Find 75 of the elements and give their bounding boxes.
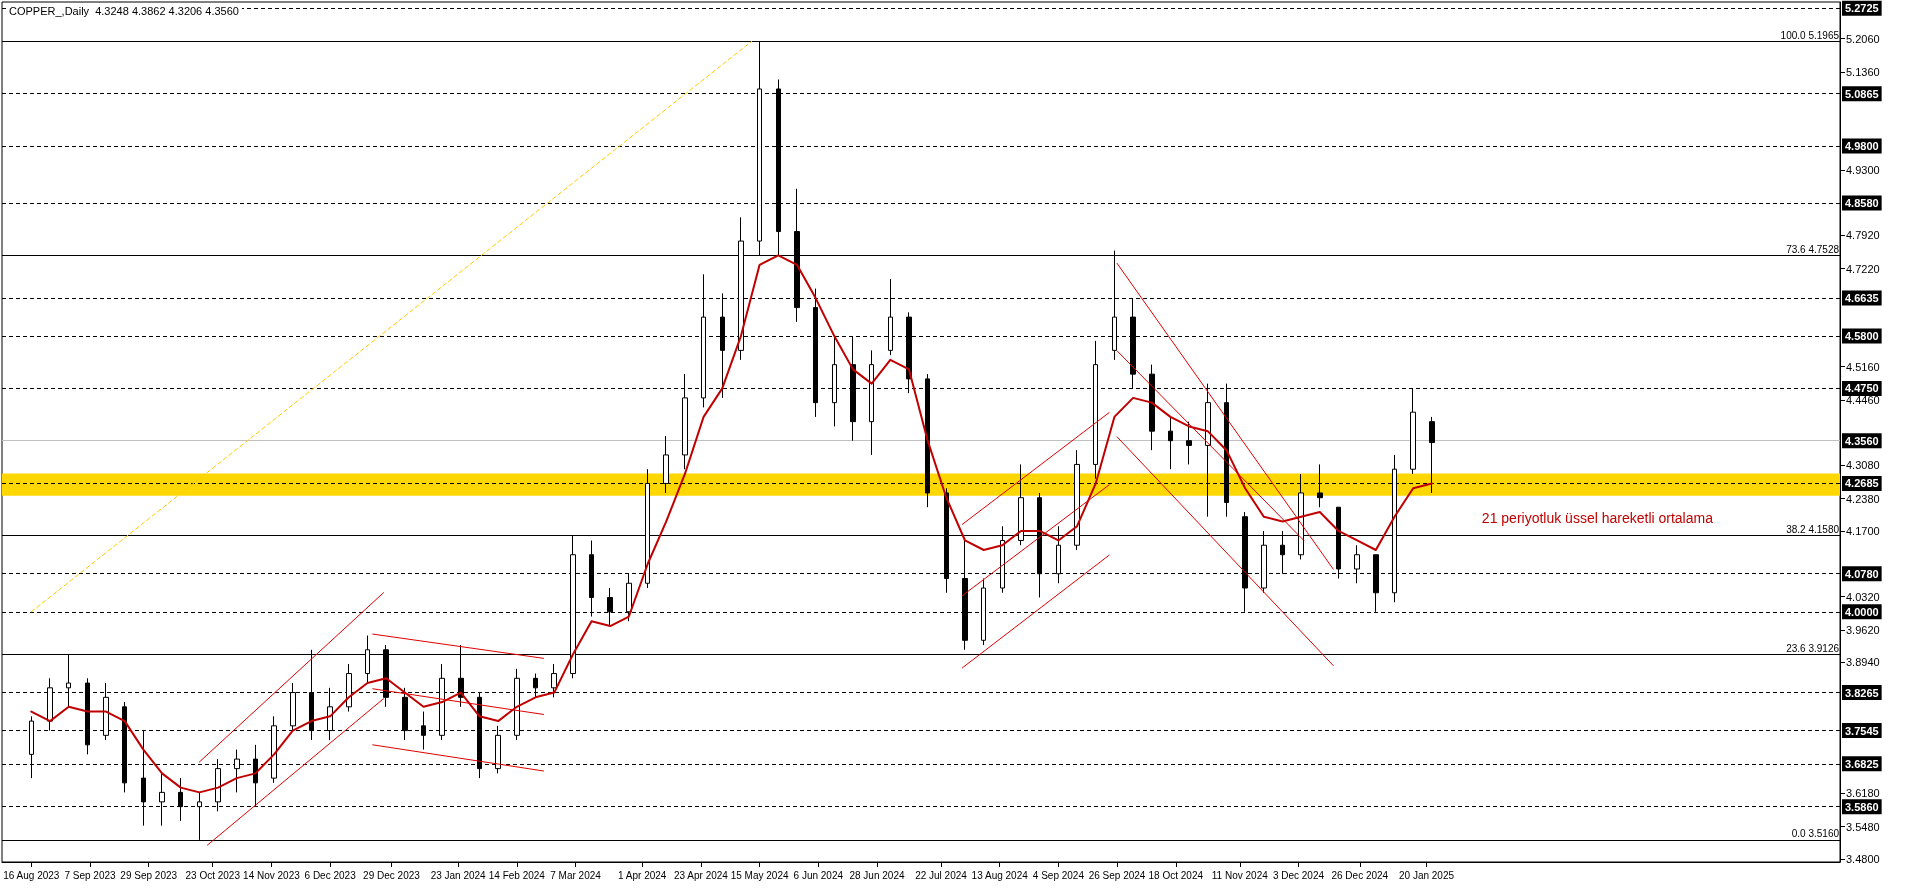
x-tick-label: 23 Oct 2023 xyxy=(185,869,241,881)
ref-line-label: 3.5860 xyxy=(1845,800,1879,813)
x-tick-label: 4 Sep 2024 xyxy=(1032,869,1085,881)
x-tick-label: 1 Apr 2024 xyxy=(618,869,667,881)
y-tick-label: 3.6180 xyxy=(1846,787,1880,800)
ref-line-label: 3.6825 xyxy=(1845,757,1879,770)
ref-line-label: 0.0 3.5160 xyxy=(1791,828,1840,840)
annotation: 21 periyotluk üssel hareketli ortalama xyxy=(1481,510,1714,527)
candlestick xyxy=(1093,340,1098,480)
candlestick xyxy=(813,288,818,418)
y-tick-label: 3.8940 xyxy=(1846,656,1880,669)
candlestick xyxy=(551,663,557,698)
y-tick-label: 4.2380 xyxy=(1846,492,1880,505)
x-tick-label: 14 Feb 2024 xyxy=(488,869,546,881)
candlestick xyxy=(1186,421,1192,465)
y-tick-label: 4.7920 xyxy=(1846,229,1880,242)
candlestick xyxy=(925,373,930,508)
ref-line-label: 38.2 4.1580 xyxy=(1786,524,1840,536)
candlestick xyxy=(1149,364,1155,451)
candlestick xyxy=(421,711,426,751)
x-tick-label: 29 Dec 2023 xyxy=(363,869,421,881)
x-tick-label: 11 Nov 2024 xyxy=(1211,869,1269,881)
ref-line-label: 4.8580 xyxy=(1845,197,1879,210)
x-tick-label: 29 Sep 2023 xyxy=(120,869,178,881)
x-tick-label: 22 Jul 2024 xyxy=(915,869,968,881)
ref-line-label: 4.2685 xyxy=(1845,477,1879,490)
ref-line-label: 73.6 4.7528 xyxy=(1786,243,1840,255)
y-tick-label: 4.1700 xyxy=(1846,524,1880,537)
chart-title: COPPER_,Daily 4.3248 4.3862 4.3206 4.3560 xyxy=(9,4,239,17)
ref-line-label: 100.0 5.1965 xyxy=(1780,29,1840,41)
x-tick-label: 23 Jan 2024 xyxy=(430,869,487,881)
y-tick-label: 4.9300 xyxy=(1846,163,1880,176)
candlestick xyxy=(869,349,874,456)
x-tick-label: 16 Aug 2023 xyxy=(3,869,60,881)
ref-line-label: 5.2725 xyxy=(1845,2,1879,15)
candlestick xyxy=(981,578,986,646)
y-tick-label: 4.5160 xyxy=(1846,360,1880,373)
candlestick xyxy=(1168,416,1173,470)
x-tick-label: 6 Dec 2023 xyxy=(304,869,357,881)
x-tick-label: 20 Jan 2025 xyxy=(1398,869,1455,881)
y-tick-label: 4.3080 xyxy=(1846,459,1880,472)
candlestick xyxy=(85,677,90,755)
x-tick-label: 26 Sep 2024 xyxy=(1088,869,1146,881)
x-tick-label: 7 Sep 2023 xyxy=(64,869,117,881)
y-tick-label: 4.0320 xyxy=(1846,590,1880,603)
ref-line-label: 23.6 3.9126 xyxy=(1786,643,1840,655)
x-tick-label: 6 Jun 2024 xyxy=(793,869,844,881)
y-tick-label: 3.4800 xyxy=(1846,852,1880,865)
y-tick-label: 4.7220 xyxy=(1846,262,1880,275)
ref-line-label: 3.8265 xyxy=(1845,686,1879,699)
ref-line-label: 4.9800 xyxy=(1845,140,1879,153)
y-tick-label: 3.9620 xyxy=(1846,623,1880,636)
candlestick xyxy=(1429,416,1435,494)
x-tick-label: 23 Apr 2024 xyxy=(673,869,729,881)
x-tick-label: 28 Jun 2024 xyxy=(849,869,905,881)
y-tick-label: 4.4460 xyxy=(1846,393,1880,406)
y-tick-label: 5.1360 xyxy=(1846,65,1880,78)
ref-line-label: 5.0865 xyxy=(1845,87,1879,100)
y-tick-label: 5.2060 xyxy=(1846,32,1880,45)
x-tick-label: 26 Dec 2024 xyxy=(1331,869,1389,881)
ref-line-label: 4.3560 xyxy=(1845,434,1879,447)
ref-line-label: 4.5800 xyxy=(1845,330,1879,343)
x-tick-label: 7 Mar 2024 xyxy=(550,869,602,881)
x-tick-label: 3 Dec 2024 xyxy=(1272,869,1325,881)
line-series xyxy=(30,254,1433,794)
x-tick-label: 13 Aug 2024 xyxy=(971,869,1029,881)
ref-line-label: 3.7545 xyxy=(1845,724,1879,737)
y-tick-label: 3.5480 xyxy=(1846,820,1880,833)
ref-line-label: 4.0780 xyxy=(1845,567,1879,580)
x-tick-label: 18 Oct 2024 xyxy=(1148,869,1204,881)
ref-line-label: 4.6635 xyxy=(1845,292,1879,305)
ref-line-label: 4.0000 xyxy=(1845,605,1879,618)
x-tick-label: 15 May 2024 xyxy=(730,869,789,881)
x-tick-label: 14 Nov 2023 xyxy=(243,869,301,881)
ref-line-label: 4.4750 xyxy=(1845,382,1879,395)
